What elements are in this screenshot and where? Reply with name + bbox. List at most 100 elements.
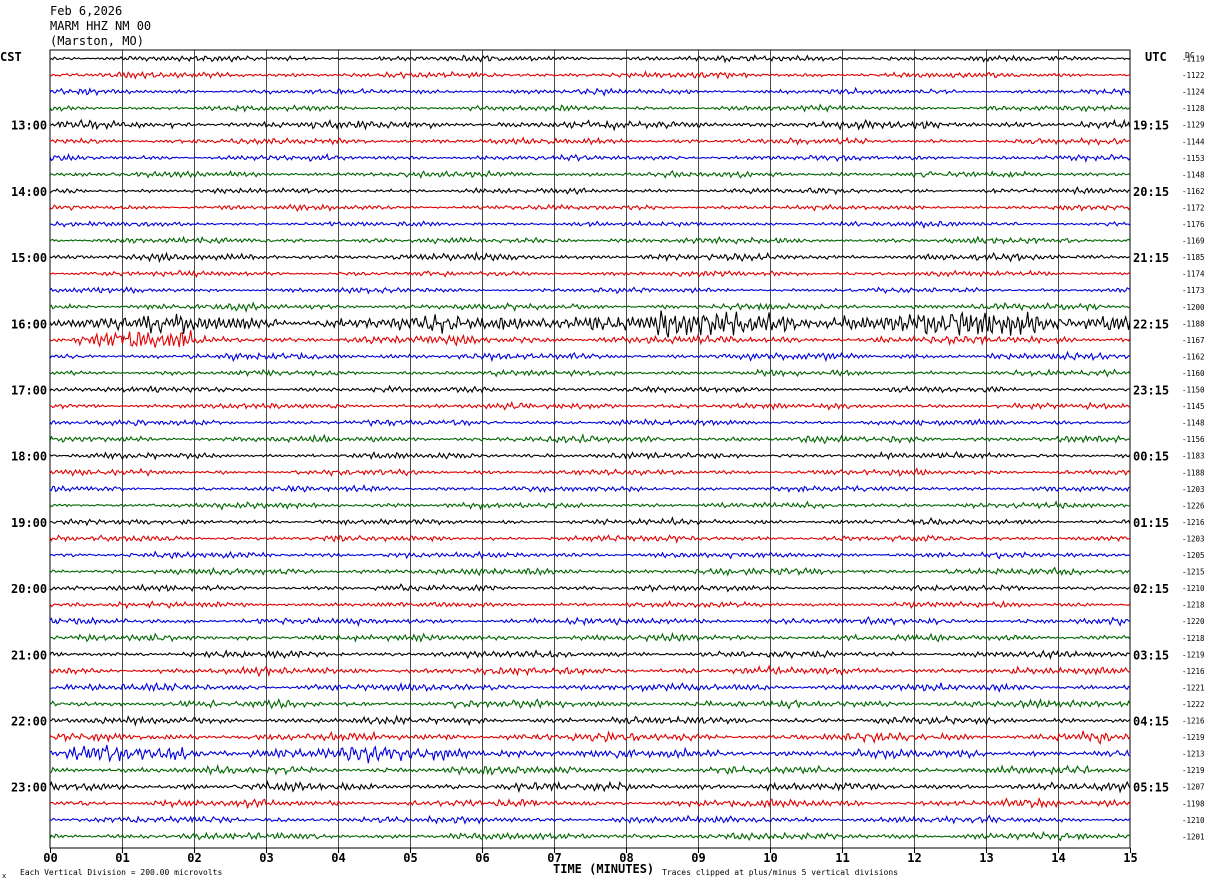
dc-offset-label: -1201 — [1182, 832, 1205, 841]
utc-hour-label: 20:15 — [1133, 185, 1169, 199]
x-tick-label: 02 — [187, 851, 201, 865]
trace-line — [49, 550, 1131, 560]
plot-frame — [49, 49, 1131, 849]
dc-offset-label: -1210 — [1182, 584, 1205, 593]
dc-offset-label: -1183 — [1182, 452, 1205, 461]
dc-offset-label: -1188 — [1182, 468, 1205, 477]
labels: CST UTC DC TIME (MINUTES) Each Vertical … — [0, 50, 1205, 880]
cst-hour-label: 15:00 — [11, 251, 47, 265]
dc-offset-label: -1216 — [1182, 667, 1205, 676]
trace-line — [49, 730, 1131, 745]
trace-line — [49, 467, 1131, 478]
utc-hour-label: 23:15 — [1133, 384, 1169, 398]
trace-line — [49, 251, 1130, 264]
dc-offset-label: -1167 — [1182, 336, 1205, 345]
cst-hour-label: 23:00 — [11, 781, 47, 795]
trace-line — [49, 616, 1131, 628]
trace-line — [49, 483, 1131, 493]
trace-line — [49, 54, 1131, 64]
trace-line — [49, 566, 1131, 577]
x-tick-label: 14 — [1051, 851, 1065, 865]
trace-line — [49, 714, 1131, 727]
dc-offset-label: -1218 — [1182, 601, 1205, 610]
location-label: (Marston, MO) — [50, 34, 144, 48]
trace-line — [49, 450, 1131, 461]
left-timezone-label: CST — [0, 50, 22, 64]
dc-offset-label: -1162 — [1182, 187, 1205, 196]
trace-line — [49, 418, 1131, 428]
dc-offset-label: -1145 — [1182, 402, 1205, 411]
trace-line — [49, 583, 1131, 593]
dc-offset-label: -1122 — [1182, 71, 1205, 80]
cst-hour-label: 17:00 — [11, 384, 47, 398]
cst-hour-label: 16:00 — [11, 317, 47, 331]
dc-offset-label: -1226 — [1182, 501, 1205, 510]
dc-offset-label: -1207 — [1182, 783, 1205, 792]
trace-line — [49, 186, 1131, 196]
trace-line — [49, 599, 1131, 610]
dc-offset-label: -1148 — [1182, 419, 1205, 428]
dc-offset-label: -1185 — [1182, 253, 1205, 262]
trace-line — [50, 516, 1131, 527]
corner-mark: x — [2, 872, 6, 880]
trace-line — [49, 797, 1131, 809]
dc-offset-label: -1153 — [1182, 154, 1205, 163]
trace-line — [50, 368, 1131, 378]
trace-line — [49, 664, 1131, 678]
utc-hour-label: 03:15 — [1133, 648, 1169, 662]
x-axis-title: TIME (MINUTES) — [553, 862, 654, 876]
cst-hour-label: 21:00 — [11, 648, 47, 662]
dc-offset-label: -1219 — [1182, 650, 1205, 659]
dc-offset-label: -1172 — [1182, 203, 1205, 212]
x-tick-label: 01 — [115, 851, 129, 865]
dc-offset-label: -1169 — [1182, 237, 1205, 246]
trace-line — [49, 118, 1131, 132]
trace-line — [49, 534, 1131, 544]
trace-line — [49, 136, 1130, 146]
trace-line — [49, 269, 1131, 278]
trace-line — [49, 86, 1131, 97]
dc-offset-label: -1222 — [1182, 700, 1205, 709]
trace-line — [49, 152, 1131, 163]
trace-line — [49, 235, 1131, 245]
trace-line — [49, 697, 1131, 710]
dc-header-label: DC — [1185, 51, 1195, 60]
dc-offset-label: -1220 — [1182, 617, 1205, 626]
utc-hour-label: 00:15 — [1133, 450, 1169, 464]
cst-hour-label: 22:00 — [11, 715, 47, 729]
trace-line — [49, 744, 1131, 764]
traces — [49, 54, 1131, 842]
trace-line — [49, 681, 1131, 693]
trace-line — [49, 203, 1131, 213]
dc-offset-label: -1221 — [1182, 683, 1205, 692]
date-label: Feb 6,2026 — [50, 4, 123, 18]
dc-offset-label: -1203 — [1182, 534, 1205, 543]
trace-line — [49, 400, 1131, 411]
trace-line — [49, 286, 1131, 295]
utc-hour-label: 01:15 — [1133, 516, 1169, 530]
dc-offset-label: -1162 — [1182, 352, 1205, 361]
trace-line — [49, 330, 1131, 348]
right-timezone-label: UTC — [1145, 50, 1167, 64]
utc-hour-label: 22:15 — [1133, 317, 1169, 331]
scale-note: Each Vertical Division = 200.00 microvol… — [20, 868, 222, 877]
x-tick-label: 00 — [43, 851, 57, 865]
trace-line — [49, 500, 1131, 511]
dc-offset-label: -1119 — [1182, 55, 1205, 64]
x-tick-label: 05 — [403, 851, 417, 865]
x-tick-label: 07 — [547, 851, 561, 865]
x-tick-label: 03 — [259, 851, 273, 865]
cst-hour-label: 14:00 — [11, 185, 47, 199]
dc-offset-label: -1198 — [1182, 799, 1205, 808]
x-tick-label: 11 — [835, 851, 849, 865]
dc-offset-label: -1215 — [1182, 568, 1205, 577]
dc-offset-label: -1144 — [1182, 137, 1205, 146]
trace-line — [49, 631, 1131, 643]
dc-offset-label: -1210 — [1182, 816, 1205, 825]
x-tick-label: 04 — [331, 851, 345, 865]
trace-line — [49, 649, 1131, 661]
cst-hour-label: 13:00 — [11, 119, 47, 133]
dc-offset-label: -1216 — [1182, 717, 1205, 726]
utc-hour-label: 19:15 — [1133, 119, 1169, 133]
dc-offset-label: -1216 — [1182, 518, 1205, 527]
